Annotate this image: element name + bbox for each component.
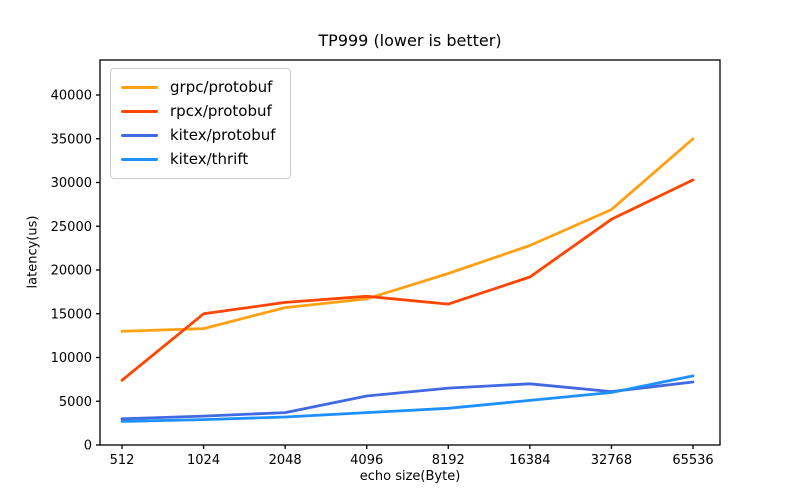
legend: grpc/protobuf rpcx/protobuf kitex/protobuf… (110, 68, 291, 179)
legend-item: grpc/protobuf (121, 78, 276, 97)
legend-line-swatch (121, 158, 158, 161)
y-tick-label: 5000 (59, 395, 92, 410)
legend-label: grpc/protobuf (170, 78, 273, 96)
legend-item: kitex/thrift (121, 150, 276, 169)
series-line-rpcx-protobuf (120, 178, 695, 382)
axes-box (99, 59, 721, 446)
legend-item: kitex/protobuf (121, 126, 276, 145)
x-axis-label: echo size(Byte) (359, 469, 461, 484)
series-line-kitex-thrift (120, 374, 695, 423)
y-tick-label: 0 (84, 439, 92, 454)
y-axis-label: latency(us) (25, 215, 41, 289)
y-tick-label: 10000 (51, 351, 92, 366)
legend-label: rpcx/protobuf (170, 102, 272, 120)
y-tick-label: 25000 (51, 220, 92, 235)
legend-line-swatch (121, 86, 158, 89)
legend-label: kitex/thrift (170, 150, 249, 168)
y-tick-label: 30000 (51, 176, 92, 191)
legend-label: kitex/protobuf (170, 126, 276, 144)
x-tick-label: 4096 (350, 453, 383, 468)
x-tick-label: 32768 (591, 453, 632, 468)
legend-line-swatch (121, 110, 158, 113)
series-line-grpc-protobuf (120, 137, 695, 333)
y-tick-label: 40000 (51, 89, 92, 104)
x-tick-label: 8192 (432, 453, 465, 468)
legend-line-swatch (121, 134, 158, 137)
x-tick-label: 16384 (509, 453, 550, 468)
x-tick-label: 2048 (269, 453, 302, 468)
x-tick-label: 512 (110, 453, 135, 468)
chart-title: TP999 (lower is better) (318, 31, 502, 50)
x-tick-label: 65536 (672, 453, 713, 468)
x-tick-label: 1024 (187, 453, 220, 468)
y-tick-label: 20000 (51, 264, 92, 279)
y-tick-label: 35000 (51, 132, 92, 147)
series-line-kitex-protobuf (120, 380, 695, 421)
legend-item: rpcx/protobuf (121, 102, 276, 121)
y-tick-label: 15000 (51, 307, 92, 322)
